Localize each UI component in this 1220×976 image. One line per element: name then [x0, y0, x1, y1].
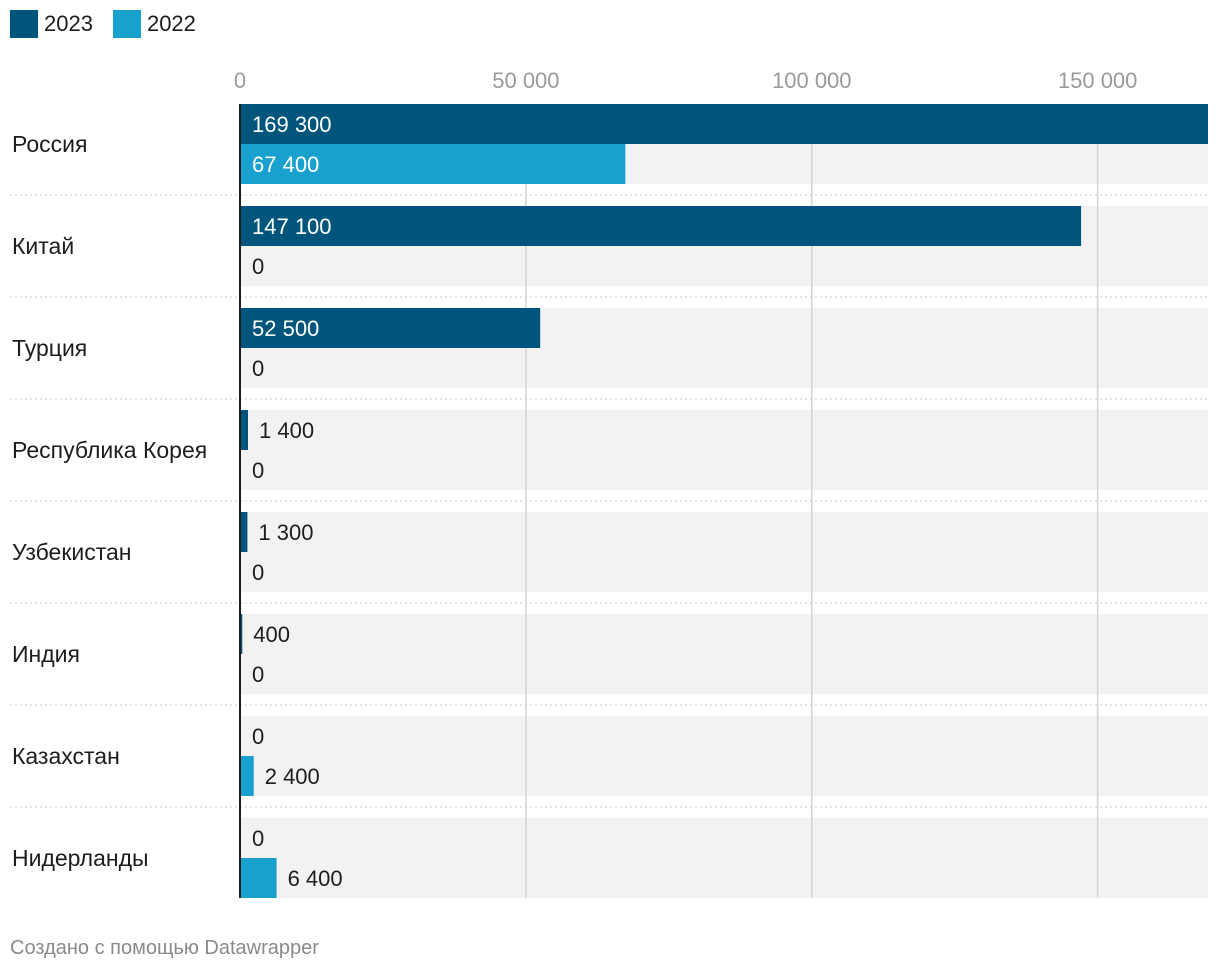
value-label-2022: 6 400 — [288, 866, 343, 891]
bar-2023 — [240, 104, 1208, 144]
legend: 2023 2022 — [10, 10, 196, 38]
row-background — [240, 614, 1208, 694]
legend-swatch-2022 — [112, 10, 141, 38]
bar-2022 — [240, 756, 254, 796]
legend-item-2022: 2022 — [112, 10, 196, 38]
row-background — [240, 818, 1208, 898]
x-axis-tick-label: 50 000 — [492, 68, 559, 93]
value-label-2023: 1 400 — [259, 418, 314, 443]
row-label: Россия — [12, 131, 87, 157]
value-label-2023: 147 100 — [252, 214, 332, 239]
value-label-2022: 0 — [252, 662, 264, 687]
value-label-2023: 0 — [252, 724, 264, 749]
row-label: Китай — [12, 233, 74, 259]
row-background — [240, 512, 1208, 592]
value-label-2023: 169 300 — [252, 112, 332, 137]
value-label-2023: 1 300 — [258, 520, 313, 545]
legend-label-2023: 2023 — [44, 11, 93, 36]
value-label-2022: 0 — [252, 560, 264, 585]
row-label: Индия — [12, 641, 80, 667]
x-axis-tick-label: 0 — [234, 68, 246, 93]
bar-chart: 0 50 000 100 000 150 000 Россия 169 300 67 400… — [10, 68, 1208, 898]
value-label-2023: 400 — [253, 622, 290, 647]
row-label: Турция — [12, 335, 87, 361]
row-background — [240, 410, 1208, 490]
row-label: Казахстан — [12, 743, 120, 769]
legend-swatch-2023 — [10, 10, 38, 38]
row-label: Узбекистан — [12, 539, 132, 565]
value-label-2022: 2 400 — [265, 764, 320, 789]
bar-2022 — [240, 858, 277, 898]
value-label-2022: 0 — [252, 356, 264, 381]
bar-2023 — [240, 512, 248, 552]
legend-item-2023: 2023 — [10, 10, 93, 38]
row-label: Республика Корея — [12, 437, 207, 463]
x-axis-tick-label: 150 000 — [1058, 68, 1138, 93]
bar-2023 — [240, 614, 243, 654]
value-label-2022: 0 — [252, 458, 264, 483]
row-background — [240, 716, 1208, 796]
value-label-2023: 0 — [252, 826, 264, 851]
footer-credit: Создано с помощью Datawrapper — [10, 937, 319, 959]
x-axis-tick-label: 100 000 — [772, 68, 852, 93]
bar-2023 — [240, 308, 541, 348]
bar-2022 — [240, 144, 626, 184]
row-label: Нидерланды — [12, 845, 149, 871]
value-label-2022: 0 — [252, 254, 264, 279]
value-label-2022: 67 400 — [252, 152, 319, 177]
legend-label-2022: 2022 — [146, 11, 196, 36]
bar-2023 — [240, 410, 249, 450]
bar-2023 — [240, 206, 1082, 246]
value-label-2023: 52 500 — [252, 316, 319, 341]
